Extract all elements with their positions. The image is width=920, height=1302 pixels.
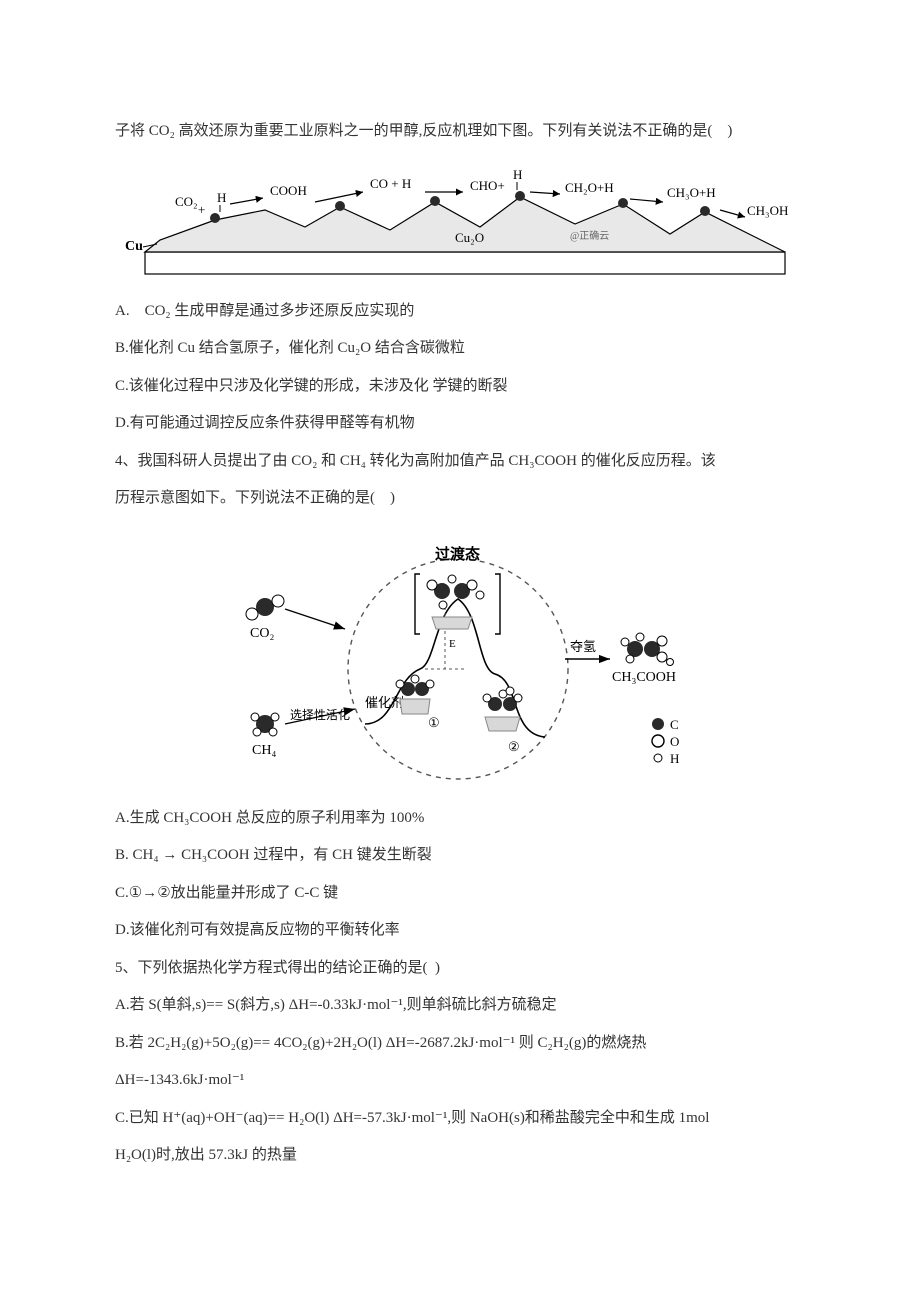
fig1-label-cu: Cu xyxy=(125,239,143,254)
fig1-label-ch3oh-int: CH₃O+H xyxy=(667,185,716,200)
figure-2: 过渡态 CO₂ CH₄ 选择性活化 催化剂 E xyxy=(115,529,805,789)
fig1-dot xyxy=(700,206,710,216)
fig2-one-label: ① xyxy=(428,715,440,730)
fig1-watermark: @正确云 xyxy=(570,229,609,242)
q4-option-c: C.①→②放出能量并形成了 C-C 键 xyxy=(115,878,805,910)
q4-option-b: B. CH₄ → CH₃COOH 过程中，有 CH 键发生断裂 xyxy=(115,840,805,872)
q3-option-d: D.有可能通过调控反应条件获得甲醛等有机物 xyxy=(115,408,805,440)
q4-intro-2: 历程示意图如下。下列说法不正确的是( ) xyxy=(115,483,805,515)
q5-option-b-1: B.若 2C₂H₂(g)+5O₂(g)== 4CO₂(g)+2H₂O(l) ΔH… xyxy=(115,1028,805,1060)
fig2-two-label: ② xyxy=(508,739,520,754)
fig1-dot xyxy=(210,213,220,223)
fig2-legend-h: H xyxy=(670,751,679,766)
fig1-label-ch2oh: CH₂O+H xyxy=(565,180,614,195)
fig1-arrow xyxy=(315,192,363,202)
fig2-ch3cooh-label: CH₃COOH xyxy=(612,670,676,685)
fig2-legend: C O H xyxy=(652,717,679,766)
fig1-dot xyxy=(430,196,440,206)
fig1-label-h1: H xyxy=(217,190,226,205)
fig1-label-cooh: COOH xyxy=(270,183,307,198)
q4-intro-1: 4、我国科研人员提出了由 CO₂ 和 CH₄ 转化为高附加值产品 CH₃COOH… xyxy=(115,446,805,478)
fig2-product-molecule xyxy=(621,633,674,666)
fig2-intermediate-2 xyxy=(483,687,522,731)
fig2-bracket-left xyxy=(415,574,420,634)
fig2-selact-label: 选择性活化 xyxy=(290,708,350,722)
q5-option-c-1: C.已知 H⁺(aq)+OH⁻(aq)== H₂O(l) ΔH=-57.3kJ·… xyxy=(115,1103,805,1135)
figure-2-svg: 过渡态 CO₂ CH₄ 选择性活化 催化剂 E xyxy=(210,529,710,789)
fig1-dot xyxy=(618,198,628,208)
q3-option-a: A. CO₂ 生成甲醇是通过多步还原反应实现的 xyxy=(115,296,805,328)
fig2-bracket-right xyxy=(495,574,500,634)
q3-intro: 子将 CO₂ 高效还原为重要工业原料之一的甲醇,反应机理如下图。下列有关说法不正… xyxy=(115,116,805,148)
fig2-transition-species xyxy=(427,575,484,629)
fig1-dot xyxy=(515,191,525,201)
fig2-co2-molecule xyxy=(246,595,284,620)
fig1-base xyxy=(145,252,785,274)
q3-option-c: C.该催化过程中只涉及化学键的形成，未涉及化 学键的断裂 xyxy=(115,371,805,403)
q5-option-a: A.若 S(单斜,s)== S(斜方,s) ΔH=-0.33kJ·mol⁻¹,则… xyxy=(115,990,805,1022)
q5-option-b-2: ΔH=-1343.6kJ·mol⁻¹ xyxy=(115,1065,805,1097)
fig1-label-h2: H xyxy=(513,167,522,182)
fig2-ch4-label: CH₄ xyxy=(252,743,276,758)
fig1-label-choh: CHO+ xyxy=(470,178,505,193)
fig2-legend-o: O xyxy=(670,734,679,749)
q4-option-a: A.生成 CH₃COOH 总反应的原子利用率为 100% xyxy=(115,803,805,835)
fig1-label-coh: CO + H xyxy=(370,176,411,191)
fig1-label-co2: CO₂ xyxy=(175,194,198,209)
q5-option-c-2: H₂O(l)时,放出 57.3kJ 的热量 xyxy=(115,1140,805,1172)
fig1-arrow xyxy=(630,199,663,202)
fig1-label-ch3oh: CH₃OH xyxy=(747,203,788,218)
fig1-label-cu2o: Cu₂O xyxy=(455,230,484,245)
fig1-plus: + xyxy=(198,202,205,217)
fig1-arrow xyxy=(530,192,560,194)
fig2-arrow xyxy=(285,609,345,629)
fig2-deh-label: 夺氢 xyxy=(570,639,596,654)
q3-option-b: B.催化剂 Cu 结合氢原子，催化剂 Cu₂O 结合含碳微粒 xyxy=(115,333,805,365)
fig2-co2-label: CO₂ xyxy=(250,626,274,641)
fig1-arrow xyxy=(230,198,263,204)
fig2-catalyst-label: 催化剂 xyxy=(365,695,404,710)
fig2-legend-c: C xyxy=(670,717,679,732)
q5-intro: 5、下列依据热化学方程式得出的结论正确的是( ) xyxy=(115,953,805,985)
fig1-arrow xyxy=(720,210,745,217)
q4-option-d: D.该催化剂可有效提高反应物的平衡转化率 xyxy=(115,915,805,947)
figure-1: CO₂ + H COOH CO + H CHO+ H CH₂O+H CH₃O+H… xyxy=(115,162,805,282)
fig1-dot xyxy=(335,201,345,211)
figure-1-svg: CO₂ + H COOH CO + H CHO+ H CH₂O+H CH₃O+H… xyxy=(115,162,805,282)
fig2-e-label: E xyxy=(449,638,456,650)
fig2-ch4-molecule xyxy=(251,713,279,736)
fig2-transition-label: 过渡态 xyxy=(435,545,480,563)
